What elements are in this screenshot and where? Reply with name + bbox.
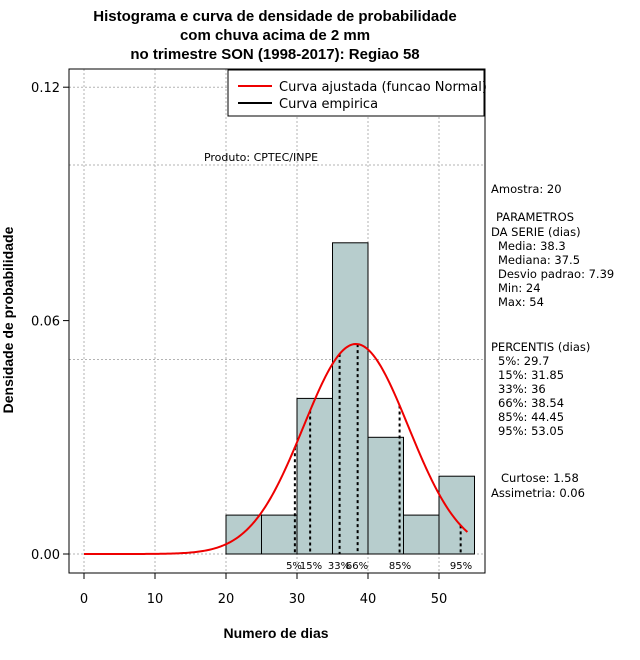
chart-title-line-1: Histograma e curva de densidade de proba… (93, 8, 456, 25)
stat-desvio: Desvio padrao: 7.39 (498, 267, 614, 281)
percentile-label-2: 33% (328, 561, 350, 572)
y-tick-label-0: 0.00 (31, 548, 60, 563)
x-tick-label-0: 0 (80, 592, 88, 607)
x-axis-title: Numero de dias (223, 625, 328, 641)
stat-param-header-2: DA SERIE (dias) (491, 225, 581, 239)
stat-assimetria: Assimetria: 0.06 (491, 486, 585, 500)
chart-title-line-2: com chuva acima de 2 mm (180, 27, 370, 44)
product-annotation: Produto: CPTEC/INPE (204, 151, 318, 164)
histogram-bar-6 (438, 475, 475, 555)
percentile-lines-layer (293, 344, 462, 554)
stat-p66: 66%: 38.54 (498, 396, 564, 410)
percentile-labels-layer: 5%15% 33%66% 85% 95% (286, 561, 472, 572)
stat-param-header-1: PARAMETROS (496, 210, 574, 224)
plot-frame (68, 68, 486, 574)
chart-title-line-3: no trimestre SON (1998-2017): Regiao 58 (130, 46, 419, 63)
bars-layer (225, 242, 475, 555)
percentile-label-4: 85% (389, 561, 411, 572)
legend-label-empirical: Curva empirica (279, 97, 378, 112)
stat-p33: 33%: 36 (498, 382, 546, 396)
stats-panel: Amostra: 20 PARAMETROS DA SERIE (dias) M… (491, 182, 614, 500)
percentile-label-3: 66% (346, 561, 368, 572)
legend: Curva ajustada (funcao Normal) Curva emp… (227, 69, 487, 117)
histogram-bar-4 (367, 436, 404, 555)
stat-p15: 15%: 31.85 (498, 368, 564, 382)
histogram-bar-5 (403, 514, 440, 555)
x-tick-label-3: 30 (289, 592, 306, 607)
stat-p95: 95%: 53.05 (498, 424, 564, 438)
histogram-bar-1 (261, 514, 298, 555)
x-tick-label-5: 50 (431, 592, 448, 607)
stat-curtose: Curtose: 1.58 (501, 471, 579, 485)
stat-amostra: Amostra: 20 (491, 182, 562, 196)
y-tick-label-2: 0.12 (31, 81, 60, 96)
legend-label-normal: Curva ajustada (funcao Normal) (279, 80, 487, 95)
x-axis: 0 10 20 30 40 50 (80, 573, 447, 607)
stat-pct-header: PERCENTIS (dias) (491, 340, 590, 354)
grid-layer (69, 69, 485, 573)
y-axis-title: Densidade de probabilidade (0, 226, 16, 413)
histogram-bar-3 (332, 242, 369, 555)
stat-min: Min: 24 (498, 281, 541, 295)
x-tick-label-2: 20 (218, 592, 235, 607)
x-tick-label-4: 40 (360, 592, 377, 607)
legend-box (227, 69, 485, 117)
percentile-label-1: 15% (300, 561, 322, 572)
stat-mediana: Mediana: 37.5 (498, 253, 580, 267)
y-tick-label-1: 0.06 (31, 315, 60, 330)
y-axis: 0.00 0.06 0.12 (31, 81, 69, 563)
histogram-bar-2 (296, 397, 333, 555)
normal-curve-line (84, 343, 469, 555)
x-tick-label-1: 10 (147, 592, 164, 607)
stat-p5: 5%: 29.7 (498, 354, 549, 368)
percentile-label-0: 5% (286, 561, 302, 572)
percentile-label-5: 95% (450, 561, 472, 572)
stat-max: Max: 54 (498, 295, 544, 309)
stat-p85: 85%: 44.45 (498, 410, 564, 424)
stat-media: Media: 38.3 (498, 239, 566, 253)
